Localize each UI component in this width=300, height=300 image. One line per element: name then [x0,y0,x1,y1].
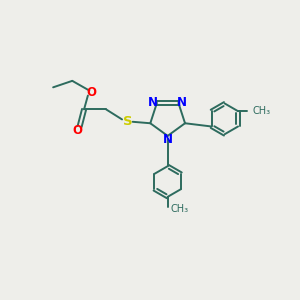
Text: CH₃: CH₃ [170,204,188,214]
Text: CH₃: CH₃ [253,106,271,116]
Text: O: O [72,124,82,137]
Text: O: O [86,85,96,98]
Text: N: N [148,96,158,109]
Text: N: N [177,96,187,109]
Text: N: N [163,133,173,146]
Text: S: S [122,115,132,128]
